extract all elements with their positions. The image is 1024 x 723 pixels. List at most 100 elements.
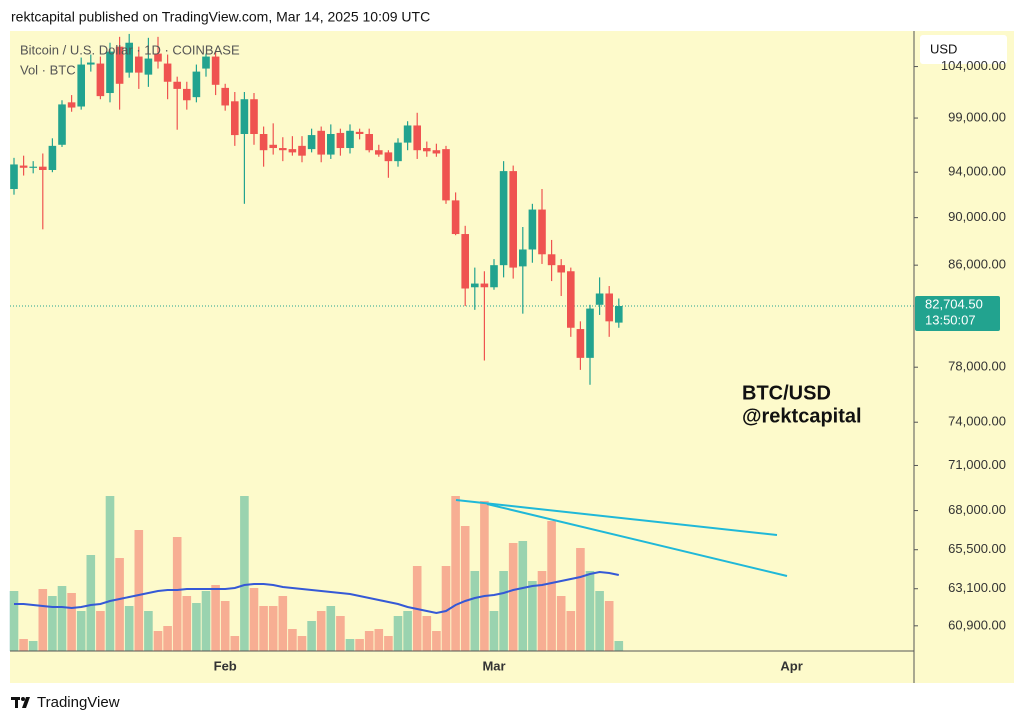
currency-box[interactable] <box>920 35 1007 64</box>
x-tick-label: Feb <box>214 658 237 673</box>
candle-body <box>279 148 287 151</box>
candle-body <box>163 63 172 82</box>
candle-body <box>432 150 441 154</box>
candle-body <box>298 145 306 156</box>
volume-bar <box>326 606 336 651</box>
candle-body <box>365 134 373 151</box>
volume-bar <box>9 591 19 651</box>
candle-body <box>125 42 133 73</box>
candle-body <box>231 101 239 136</box>
volume-bar <box>144 611 153 651</box>
candle-body <box>307 135 316 150</box>
volume-bar <box>211 585 220 651</box>
volume-bar <box>249 588 259 651</box>
candle-body <box>327 134 335 155</box>
volume-bar <box>460 526 470 651</box>
y-tick-label: 60,900.00 <box>948 617 1006 632</box>
volume-bar <box>192 603 201 651</box>
volume-bar <box>96 611 105 651</box>
volume-bar <box>76 611 86 651</box>
candle-body <box>586 308 594 358</box>
candle-body <box>451 200 460 235</box>
candle-body <box>67 102 76 108</box>
candle-body <box>135 56 143 73</box>
y-tick-label: 78,000.00 <box>948 359 1006 374</box>
volume-bar <box>48 596 57 651</box>
candle-body <box>605 293 613 322</box>
volume-bar <box>585 571 595 651</box>
volume-bar <box>288 629 297 651</box>
candle-body <box>509 171 517 268</box>
candle-body <box>77 64 85 107</box>
y-tick-label: 63,100.00 <box>948 580 1006 595</box>
y-tick-label: 65,500.00 <box>948 541 1006 556</box>
publisher-line: rektcapital published on TradingView.com… <box>11 9 430 25</box>
candle-body <box>413 125 421 151</box>
volume-bar <box>604 601 614 651</box>
candle-body <box>173 81 181 89</box>
volume-bar <box>480 501 489 651</box>
candle-body <box>192 71 201 98</box>
last-price-box <box>915 295 1000 331</box>
volume-bar <box>115 558 124 651</box>
volume-bar <box>172 537 182 651</box>
volume-bar <box>259 606 268 651</box>
candle-body <box>115 46 124 84</box>
volume-bar <box>374 629 384 651</box>
volume-bar <box>153 631 163 651</box>
volume-bar <box>384 636 393 651</box>
candle-body <box>615 305 623 323</box>
volume-bar <box>220 601 230 651</box>
volume-bar <box>182 596 192 651</box>
chart-background <box>10 31 1014 683</box>
volume-bar <box>508 543 518 651</box>
candle-body <box>288 149 297 153</box>
volume-bar <box>499 571 508 651</box>
candles <box>10 33 623 385</box>
volume-bar <box>345 639 355 651</box>
volume-bar <box>67 593 76 651</box>
volume-bars <box>9 496 624 651</box>
volume-bar <box>470 571 480 651</box>
y-tick-label: 71,000.00 <box>948 457 1006 472</box>
volume-bar <box>566 611 576 651</box>
candle-body <box>10 164 18 190</box>
candle-body <box>461 234 469 289</box>
volume-bar <box>105 496 115 651</box>
candle-body <box>144 58 153 75</box>
y-tick-label: 90,000.00 <box>948 209 1006 224</box>
candle-body <box>528 209 537 250</box>
candle-body <box>375 150 383 155</box>
volume-bar <box>422 616 432 651</box>
candle-body <box>29 166 37 168</box>
volume-bar <box>537 571 547 651</box>
candle-body <box>499 171 508 266</box>
volume-bar <box>134 530 144 651</box>
volume-bar <box>38 589 48 651</box>
last-price-label: 82,704.50 <box>925 296 983 311</box>
volume-bar <box>595 591 604 651</box>
plot-area <box>9 33 914 651</box>
volume-bar <box>307 621 316 651</box>
volume-bar <box>432 631 441 651</box>
volume-bar <box>451 496 460 651</box>
volume-bar <box>518 541 528 651</box>
volume-bar <box>576 548 585 651</box>
x-tick-label: Apr <box>780 658 802 673</box>
y-tick-label: 99,000.00 <box>948 109 1006 124</box>
y-tick-label: 68,000.00 <box>948 502 1006 517</box>
currency-label[interactable]: USD <box>930 41 957 56</box>
candle-body <box>240 99 249 135</box>
candle-body <box>269 144 277 149</box>
volume-bar <box>364 631 374 651</box>
logo-part <box>21 697 25 701</box>
candle-body <box>154 53 162 62</box>
volume-bar <box>240 496 249 651</box>
candle-body <box>48 145 57 170</box>
candle-body <box>490 265 498 288</box>
candle-body <box>595 293 604 305</box>
candle-body <box>519 249 527 267</box>
volume-bar <box>268 606 278 651</box>
